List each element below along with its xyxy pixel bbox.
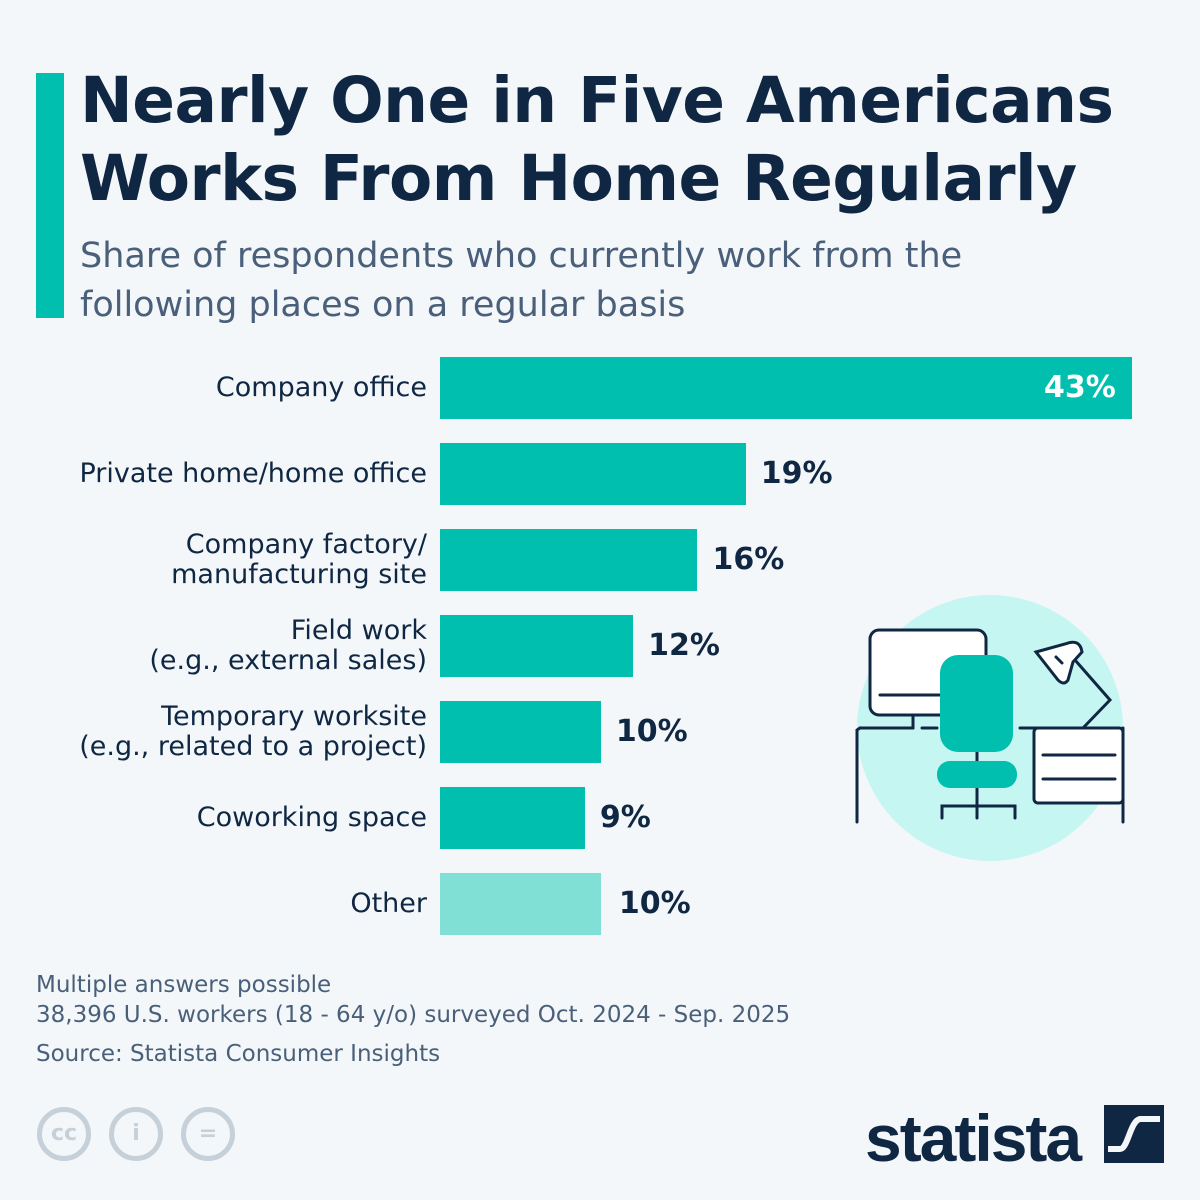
accent-bar: [36, 73, 64, 318]
bar: [440, 873, 601, 935]
cc-icon[interactable]: cc: [37, 1107, 91, 1161]
value-label: 9%: [599, 800, 651, 835]
category-label: Company factory/ manufacturing site: [171, 529, 427, 590]
category-label: Field work (e.g., external sales): [149, 615, 427, 676]
subtitle: Share of respondents who currently work …: [80, 236, 963, 325]
bar: [440, 443, 746, 505]
value-label: 19%: [760, 456, 833, 491]
attribution-icon[interactable]: i: [109, 1107, 163, 1161]
bar: [440, 701, 601, 763]
category-label: Temporary worksite (e.g., related to a p…: [79, 701, 427, 762]
value-label: 12%: [648, 628, 720, 663]
category-label: Company office: [215, 372, 427, 403]
source: Source: Statista Consumer Insights: [36, 1041, 441, 1067]
statista-logo-mark-icon: [1104, 1105, 1164, 1163]
category-label: Private home/home office: [79, 458, 427, 489]
note-survey: 38,396 U.S. workers (18 - 64 y/o) survey…: [36, 1002, 791, 1028]
page-title: Nearly One in Five Americans Works From …: [80, 64, 1114, 215]
bar: [440, 357, 1132, 419]
category-label: Coworking space: [196, 802, 427, 833]
bar: [440, 787, 585, 849]
statista-logo[interactable]: statista: [865, 1101, 1082, 1175]
value-label: 10%: [618, 886, 691, 921]
bar: [440, 529, 698, 591]
no-derivatives-icon[interactable]: =: [181, 1107, 235, 1161]
value-label: 16%: [712, 542, 785, 577]
bar: [440, 615, 634, 677]
note-multiple-answers: Multiple answers possible: [36, 972, 332, 998]
home-office-illustration-icon: [855, 595, 1125, 861]
category-label: Other: [350, 888, 427, 919]
value-label: 43%: [1044, 370, 1116, 405]
value-label: 10%: [615, 714, 688, 749]
